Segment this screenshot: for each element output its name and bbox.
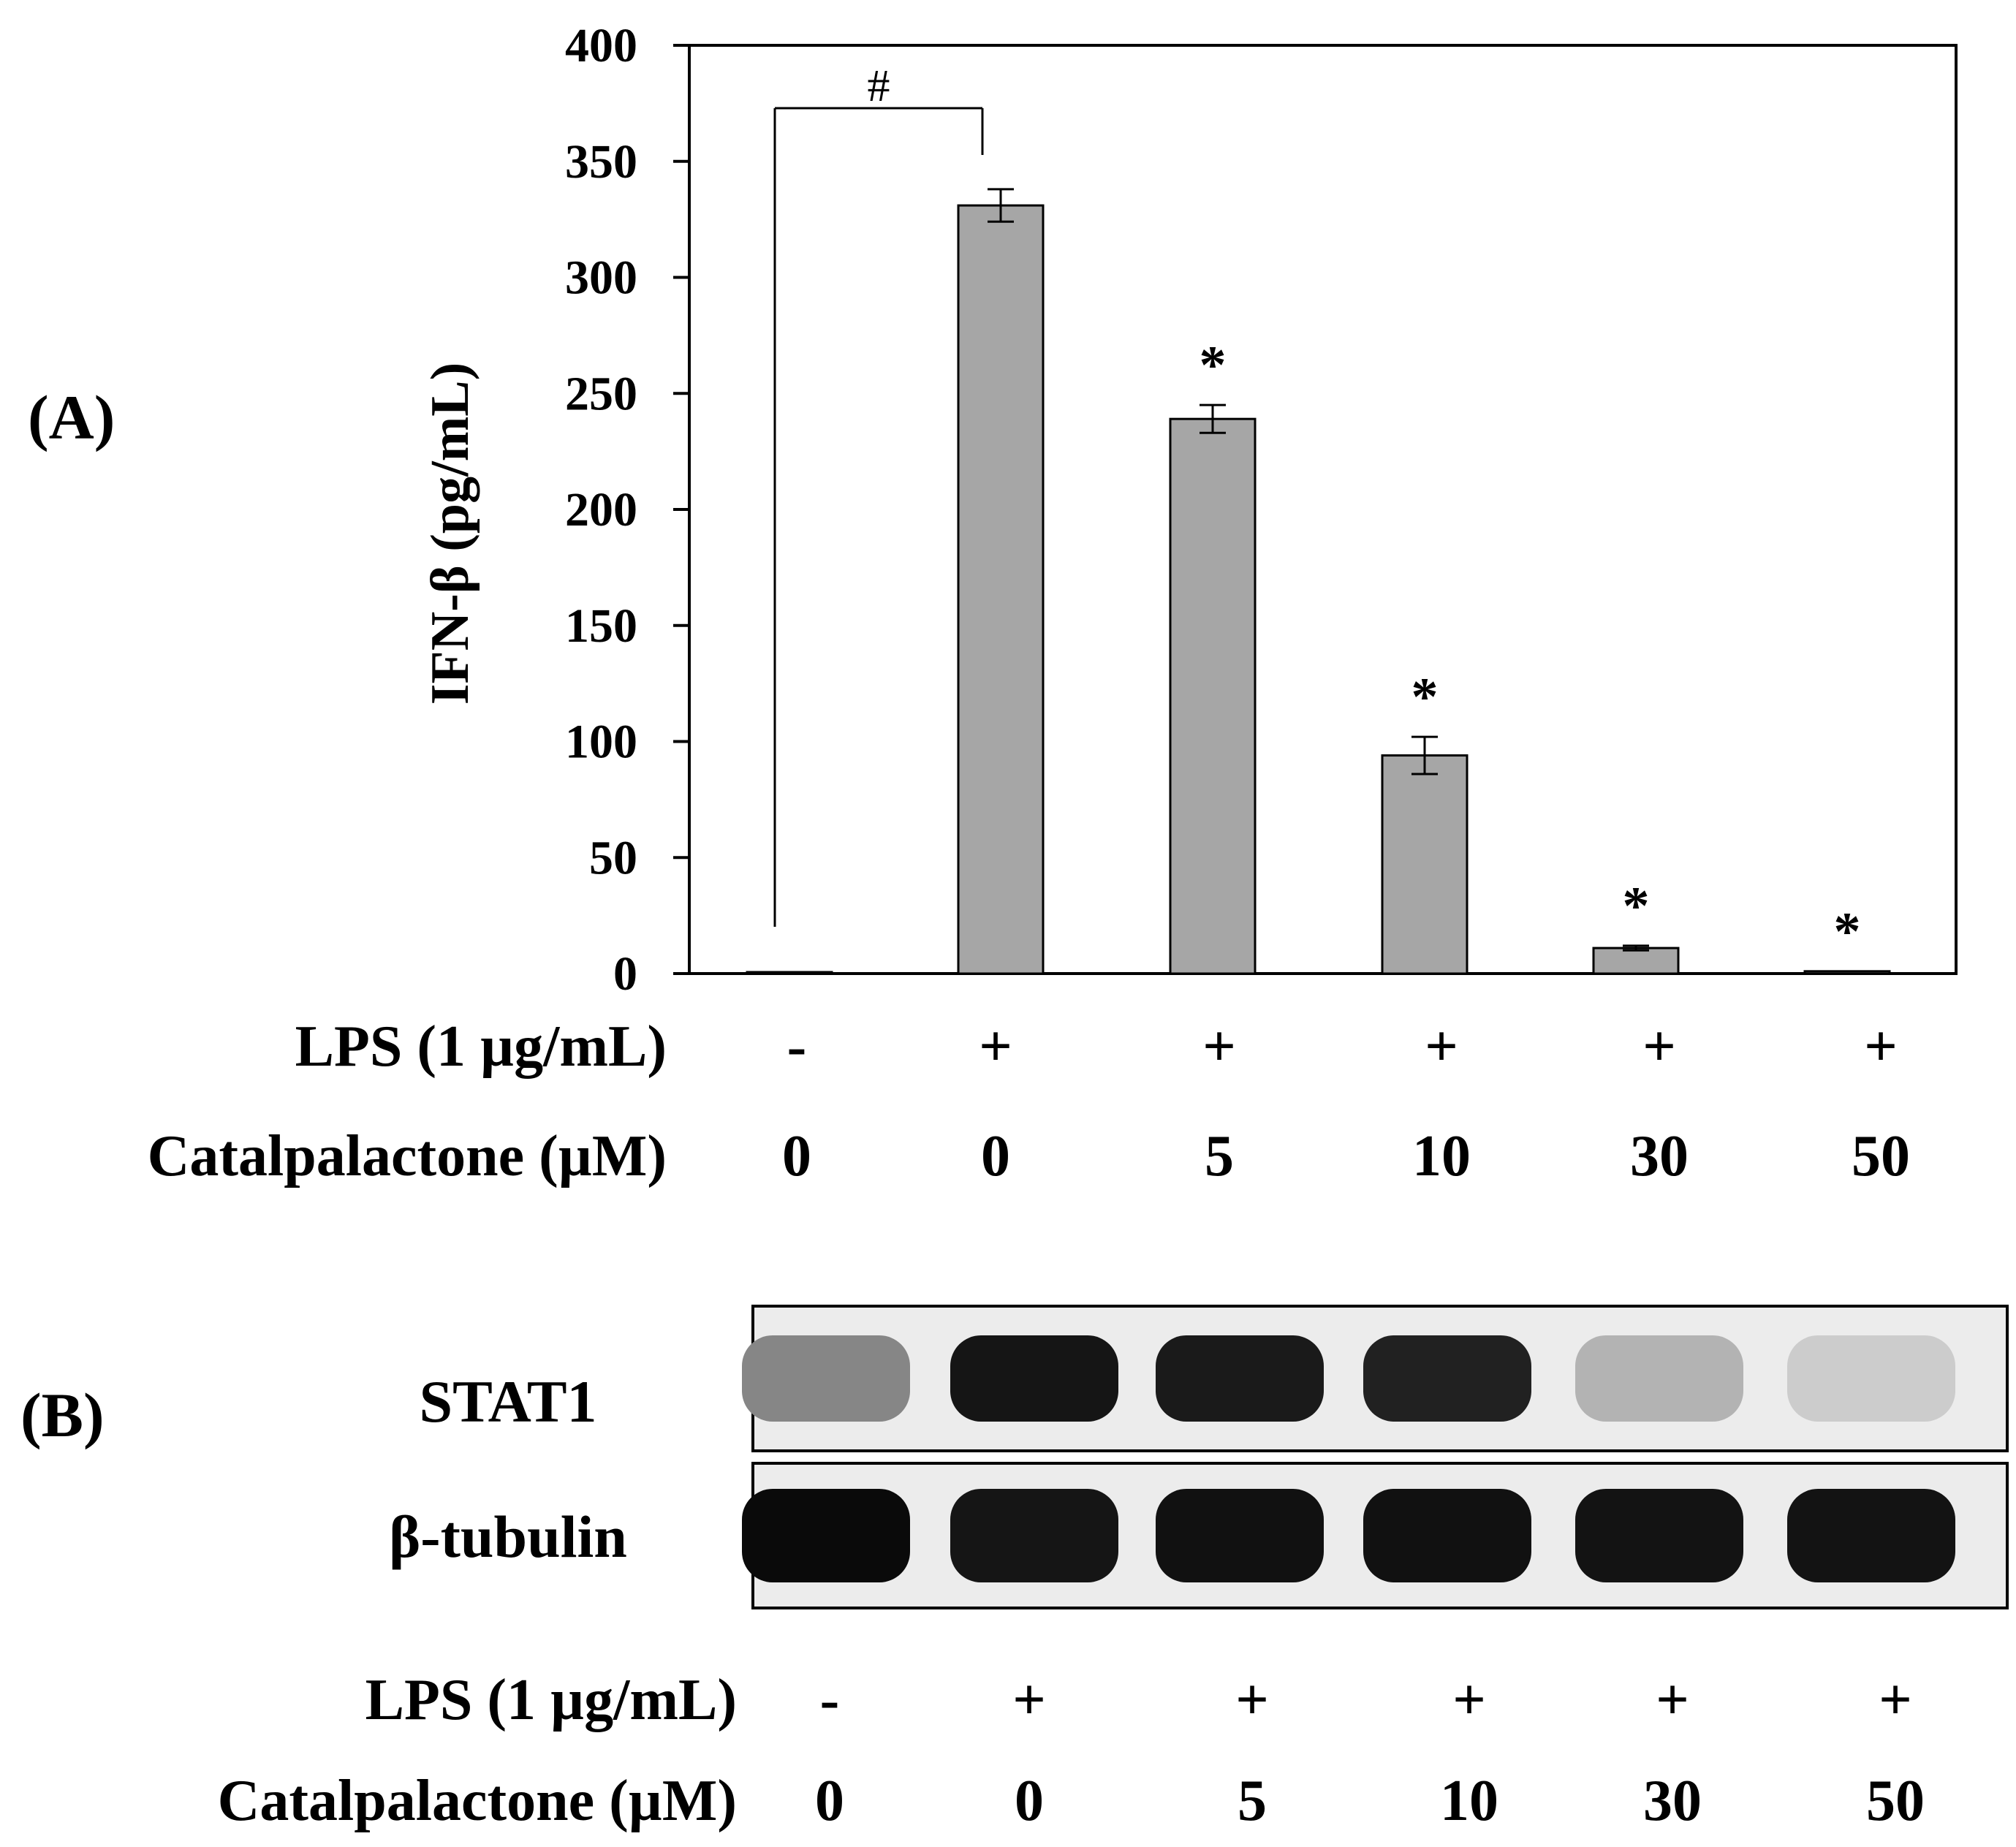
plot-frame [688,44,1958,975]
blot-band [950,1489,1118,1582]
bracket-label: # [868,61,890,111]
y-axis-label: IFN-β (pg/mL) [420,363,480,705]
blot-band [742,1335,910,1422]
condition-value: 5 [1238,1769,1267,1833]
significance-bracket: # [773,61,984,927]
condition-value: + [1202,1014,1236,1079]
bars [746,204,1891,975]
condition-value: 10 [1412,1124,1471,1188]
error-bars [988,188,1649,952]
western-blot: STAT1 β-tubulin [389,1305,2009,1609]
blot-band [1787,1489,1955,1582]
bar [1592,947,1680,975]
blot-band [1575,1489,1743,1582]
blot-band [1363,1335,1531,1422]
significance-star: * [1200,335,1227,395]
condition-value: 30 [1630,1124,1689,1188]
blot-label: STAT1 [419,1368,596,1435]
blot-label: β-tubulin [389,1503,627,1570]
condition-value: 0 [782,1124,811,1188]
condition-label: Catalpalactone (µM) [148,1124,667,1188]
condition-value: + [1879,1668,1912,1732]
condition-value: 0 [981,1124,1010,1188]
panel-b-conditions: LPS (1 µg/mL) - + + + + + Catalpalactone (µM) 0 0… [218,1668,1925,1833]
condition-value: + [1452,1668,1486,1732]
condition-value: 50 [1852,1124,1910,1188]
y-tick-label: 350 [565,135,637,189]
blot-band [1156,1489,1324,1582]
blot-band [950,1335,1118,1422]
condition-value: 5 [1205,1124,1234,1188]
blot-band [1363,1489,1531,1582]
y-axis-tick-labels: 0 50 100 150 200 250 300 350 400 [565,19,637,1001]
condition-value: + [1864,1014,1898,1079]
significance-star: * [1834,902,1861,962]
condition-value: 10 [1440,1769,1498,1833]
condition-value: - [820,1668,840,1732]
condition-value: - [787,1014,807,1079]
condition-value: + [1425,1014,1458,1079]
condition-value: + [1656,1668,1689,1732]
panel-a-label: (A) [28,382,115,452]
blot-band [742,1489,910,1582]
bar-chart-panel: 0 50 100 150 200 250 300 350 400 IFN-β (pg/mL) *… [420,19,1958,1001]
y-tick-label: 0 [613,947,637,1001]
condition-value: + [1012,1668,1046,1732]
condition-value: 0 [815,1769,844,1833]
condition-label: LPS (1 µg/mL) [365,1668,737,1732]
condition-label: Catalpalactone (µM) [218,1769,737,1833]
bar [1803,970,1891,975]
condition-value: + [1235,1668,1269,1732]
y-tick-label: 150 [565,599,637,653]
bar [1381,754,1469,975]
blot-band [1575,1335,1743,1422]
significance-star: * [1411,667,1439,727]
significance-marks: * * * * [1200,335,1861,962]
condition-value: 50 [1866,1769,1925,1833]
y-tick-label: 250 [565,367,637,420]
significance-star: * [1623,876,1650,936]
bar [746,971,833,975]
condition-value: 0 [1015,1769,1044,1833]
blot-band [1156,1335,1324,1422]
y-tick-label: 200 [565,483,637,536]
panel-b-label: (B) [20,1380,105,1450]
blot-band [1787,1335,1955,1422]
condition-label: LPS (1 µg/mL) [295,1014,667,1079]
condition-value: + [1642,1014,1676,1079]
bar [1169,417,1257,975]
bar [957,204,1045,975]
panel-a-conditions: LPS (1 µg/mL) - + + + + + Catalpalactone (µM) 0 0… [148,1014,1910,1188]
condition-value: + [979,1014,1012,1079]
y-tick-label: 100 [565,716,637,769]
y-axis-ticks [673,44,689,975]
y-tick-label: 300 [565,251,637,305]
y-tick-label: 50 [589,831,637,884]
condition-value: 30 [1643,1769,1702,1833]
y-tick-label: 400 [565,19,637,72]
